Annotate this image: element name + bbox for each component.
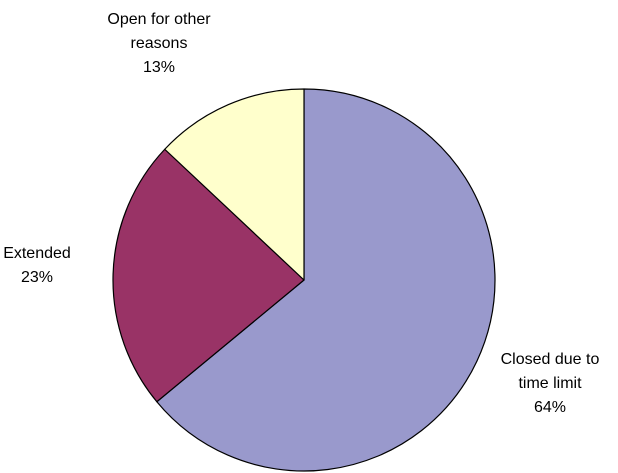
slice-label-closed-due-to-time-limit: Closed due to time limit 64%: [488, 348, 612, 420]
slice-label-closed-percent: 64%: [533, 399, 567, 416]
pie-slice-extended: [112, 148, 305, 403]
pie-slice-other: [164, 88, 305, 281]
slice-label-extended-percent: 23%: [20, 269, 54, 286]
slice-label-other-percent: 13%: [142, 59, 176, 76]
slice-label-other-line-2: reasons: [130, 35, 188, 52]
slice-label-extended: Extended 23%: [0, 242, 74, 290]
slice-label-other-line-1: Open for other: [107, 11, 211, 28]
pie-slice-closed: [156, 88, 496, 472]
slice-label-closed-line-1: Closed due to: [500, 351, 600, 368]
slice-label-extended-line-1: Extended: [3, 245, 71, 262]
slice-label-open-for-other-reasons: Open for other reasons 13%: [84, 8, 234, 80]
slice-label-closed-line-2: time limit: [518, 375, 582, 392]
